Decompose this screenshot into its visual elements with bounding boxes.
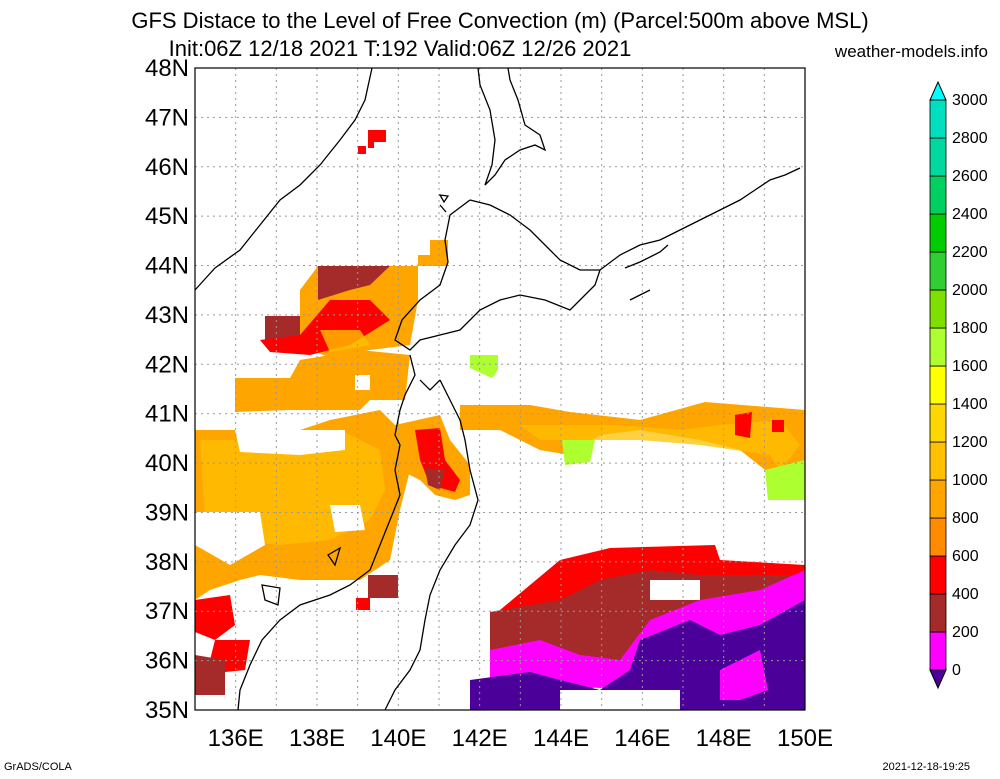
field-red-41n-b bbox=[772, 420, 784, 432]
plot-frame bbox=[194, 67, 806, 711]
footer-credit: GrADS/COLA bbox=[4, 761, 72, 773]
lat-tick-label: 42N bbox=[145, 351, 189, 378]
lon-tick-label: 136E bbox=[208, 725, 264, 752]
colorbar-level-label: 1000 bbox=[952, 472, 988, 489]
field-gap-4 bbox=[355, 375, 370, 390]
colorbar-level-label: 2600 bbox=[952, 168, 988, 185]
field-magenta-east bbox=[720, 650, 768, 700]
colorbar-segment bbox=[929, 441, 947, 481]
field-gold-43n bbox=[320, 330, 370, 352]
lat-lon-grid bbox=[195, 68, 805, 710]
lon-tick-label: 148E bbox=[696, 725, 752, 752]
lat-tick-label: 38N bbox=[145, 549, 189, 576]
site-credit: weather-models.info bbox=[834, 42, 988, 61]
field-brown-37n bbox=[368, 575, 398, 598]
colorbar-level-label: 400 bbox=[952, 586, 979, 603]
field-red-46n bbox=[358, 146, 366, 154]
field-gap-2 bbox=[195, 512, 265, 565]
lat-tick-label: 43N bbox=[145, 302, 189, 329]
colorbar-min-arrow bbox=[929, 669, 947, 690]
colorbar-level-label: 2200 bbox=[952, 244, 988, 261]
lon-tick-label: 142E bbox=[452, 725, 508, 752]
lon-tick-label: 140E bbox=[370, 725, 426, 752]
field-red-tohoku bbox=[415, 428, 460, 492]
lon-tick-label: 144E bbox=[533, 725, 589, 752]
lat-tick-label: 39N bbox=[145, 499, 189, 526]
lat-tick-label: 40N bbox=[145, 450, 189, 477]
field-gap-south-1 bbox=[560, 690, 640, 710]
lat-tick-label: 48N bbox=[145, 55, 189, 82]
colorbar-level-label: 3000 bbox=[952, 92, 988, 109]
field-red-41n-a bbox=[735, 412, 752, 438]
colorbar-level-label: 2800 bbox=[952, 130, 988, 147]
colorbar-level-label: 1600 bbox=[952, 358, 988, 375]
footer-timestamp: 2021-12-18-19:25 bbox=[882, 761, 970, 773]
field-red-37n-b bbox=[356, 598, 370, 610]
colorbar-segment bbox=[929, 327, 947, 367]
colorbar: 0 200 400 600 800 1000 1200 1400 1600 1800 2000 220… bbox=[929, 80, 988, 690]
colorbar-level-label: 1400 bbox=[952, 396, 988, 413]
colorbar-segment bbox=[929, 289, 947, 329]
colorbar-max-arrow bbox=[929, 80, 947, 101]
field-gap-south-3 bbox=[640, 690, 680, 710]
lon-tick-label: 138E bbox=[289, 725, 345, 752]
colorbar-level-label: 1200 bbox=[952, 434, 988, 451]
colorbar-level-label: 2400 bbox=[952, 206, 988, 223]
colorbar-level-label: 1800 bbox=[952, 320, 988, 337]
latitude-labels: 48N 47N 46N 45N 44N 43N 42N 41N 40N 39N 38N 37N 36N 3… bbox=[145, 55, 189, 724]
colorbar-segment bbox=[929, 175, 947, 215]
field-green-41n bbox=[562, 440, 595, 465]
field-red-37n bbox=[195, 595, 235, 640]
lat-tick-label: 35N bbox=[145, 697, 189, 724]
colorbar-segment bbox=[929, 517, 947, 557]
coastline bbox=[194, 67, 801, 711]
colorbar-segment bbox=[929, 631, 947, 671]
lat-tick-label: 41N bbox=[145, 401, 189, 428]
field-red-47n bbox=[368, 130, 386, 148]
field-magenta-south bbox=[490, 570, 805, 695]
colorbar-level-label: 2000 bbox=[952, 282, 988, 299]
longitude-labels: 136E 138E 140E 142E 144E 146E 148E 150E bbox=[208, 725, 833, 752]
colorbar-level-label: 800 bbox=[952, 510, 979, 527]
field-orange-42n bbox=[235, 350, 410, 412]
lat-tick-label: 44N bbox=[145, 253, 189, 280]
field-green-40n bbox=[765, 460, 805, 500]
chart-title: GFS Distace to the Level of Free Convect… bbox=[131, 8, 869, 33]
field-brown-tohoku bbox=[425, 468, 445, 490]
colorbar-segment bbox=[929, 137, 947, 177]
lon-tick-label: 146E bbox=[614, 725, 670, 752]
colorbar-segment bbox=[929, 365, 947, 405]
colorbar-segment bbox=[929, 479, 947, 519]
colorbar-segment bbox=[929, 213, 947, 253]
lat-tick-label: 37N bbox=[145, 598, 189, 625]
colorbar-segment bbox=[929, 99, 947, 139]
lon-tick-label: 150E bbox=[777, 725, 833, 752]
chart-subtitle: Init:06Z 12/18 2021 T:192 Valid:06Z 12/2… bbox=[168, 36, 632, 61]
colorbar-segment bbox=[929, 593, 947, 633]
field-gap-south-2 bbox=[650, 580, 700, 600]
field-green-42n bbox=[470, 355, 498, 378]
field-orange-44n-small bbox=[418, 240, 448, 266]
field-brown-43n bbox=[265, 316, 300, 340]
colorbar-level-label: 600 bbox=[952, 548, 979, 565]
field-gap-1 bbox=[235, 430, 345, 455]
colorbar-segment bbox=[929, 403, 947, 443]
lat-tick-label: 36N bbox=[145, 648, 189, 675]
field-red-43n bbox=[260, 300, 390, 355]
lat-tick-label: 46N bbox=[145, 154, 189, 181]
field-gap-3 bbox=[330, 505, 365, 532]
field-brown-36n bbox=[195, 655, 225, 695]
field-brown-44n bbox=[318, 266, 390, 300]
colorbar-level-label: 0 bbox=[952, 662, 961, 679]
colorbar-segment bbox=[929, 555, 947, 595]
lat-tick-label: 47N bbox=[145, 104, 189, 131]
colorbar-level-label: 200 bbox=[952, 624, 979, 641]
field-gold-41n bbox=[520, 420, 800, 470]
colorbar-segment bbox=[929, 251, 947, 291]
lfc-shading bbox=[195, 130, 805, 710]
lat-tick-label: 45N bbox=[145, 203, 189, 230]
